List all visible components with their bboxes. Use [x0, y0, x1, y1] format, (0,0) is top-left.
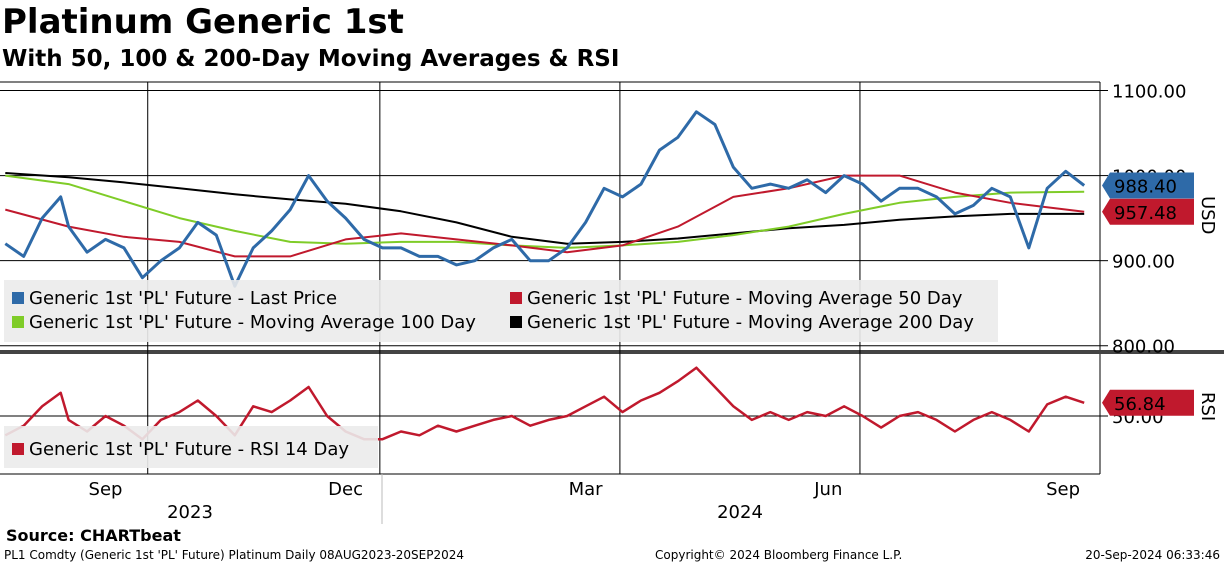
rsi-callout-label: 56.84: [1114, 394, 1166, 415]
legend-label: Generic 1st 'PL' Future - Moving Average…: [527, 312, 974, 333]
series-line-ma200: [5, 172, 1085, 245]
ma50-callout: [1102, 198, 1194, 225]
legend-swatch: [12, 292, 24, 304]
ma50-callout-label: 957.48: [1114, 203, 1177, 224]
copyright-note: Copyright© 2024 Bloomberg Finance L.P.: [655, 548, 903, 562]
rsi-callout: [1102, 389, 1194, 416]
chart-subtitle: With 50, 100 & 200-Day Moving Averages &…: [2, 46, 620, 72]
legend-swatch: [510, 316, 522, 328]
last-price-callout-label: 988.40: [1114, 176, 1177, 197]
ticker-info: PL1 Comdty (Generic 1st 'PL' Future) Pla…: [4, 548, 465, 562]
x-month-label: Sep: [1046, 479, 1080, 500]
last-price-callout: [1102, 172, 1194, 199]
x-year-label: 2023: [167, 502, 213, 523]
series-line-ma100: [5, 174, 1085, 249]
timestamp: 20-Sep-2024 06:33:46: [1085, 548, 1220, 562]
legend-swatch: [510, 292, 522, 304]
legend-label: Generic 1st 'PL' Future - RSI 14 Day: [29, 439, 349, 460]
x-month-label: Dec: [328, 479, 363, 500]
legend-swatch: [12, 316, 24, 328]
legend-label: Generic 1st 'PL' Future - Moving Average…: [527, 288, 963, 309]
series-line-last-price: [4, 110, 1086, 288]
rsi-axis-title: RSI: [1197, 392, 1218, 421]
legend-label: Generic 1st 'PL' Future - Last Price: [29, 288, 337, 309]
price-tick-label: 800.00: [1112, 337, 1175, 358]
x-month-label: Sep: [89, 479, 123, 500]
source-note: Source: CHARTbeat: [6, 526, 181, 545]
price-tick-label: 1100.00: [1112, 82, 1186, 103]
series-line-rsi: [4, 366, 1085, 441]
legend-swatch: [12, 443, 24, 455]
x-month-label: Mar: [569, 479, 604, 500]
panel-divider: [0, 350, 1224, 354]
price-axis-title: USD: [1197, 196, 1218, 234]
price-tick-label: 900.00: [1112, 252, 1175, 273]
price-legend-box: [4, 280, 998, 342]
x-year-label: 2024: [717, 502, 763, 523]
series-line-ma50: [5, 174, 1085, 258]
x-month-label: Jun: [813, 479, 842, 500]
legend-label: Generic 1st 'PL' Future - Moving Average…: [29, 312, 476, 333]
rsi-legend-box: [4, 426, 378, 468]
chart-title: Platinum Generic 1st: [2, 2, 404, 42]
